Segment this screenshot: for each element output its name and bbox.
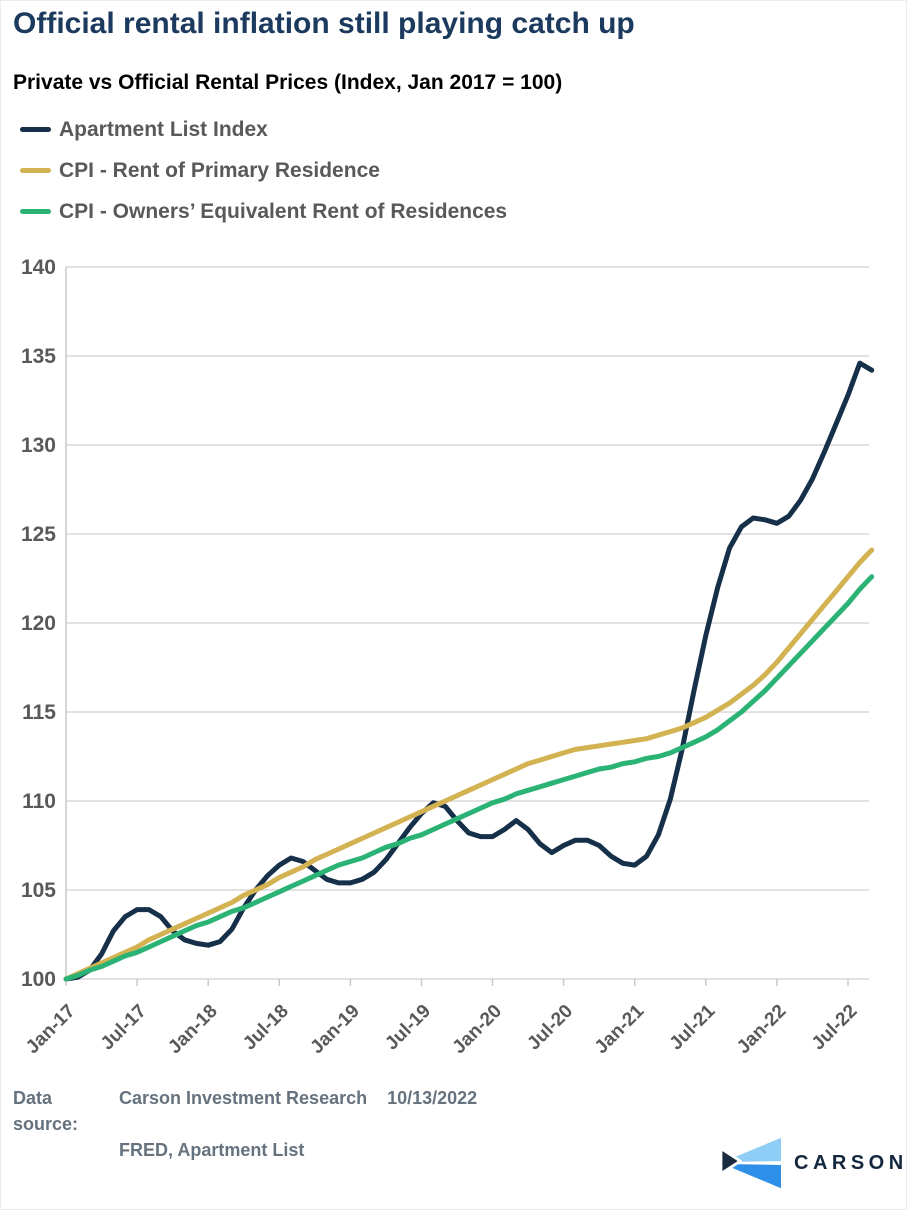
x-axis-label-Jul-18: Jul-18 xyxy=(239,1001,293,1055)
legend-label: CPI - Rent of Primary Residence xyxy=(59,158,380,182)
logo-light-triangle xyxy=(722,1137,781,1163)
chart-subtitle: Private vs Official Rental Prices (Index… xyxy=(13,71,563,94)
x-axis-label-Jan-19: Jan-19 xyxy=(307,1001,364,1058)
legend-swatch-green-line xyxy=(20,209,51,214)
data-source-label: Data source: xyxy=(13,1088,79,1134)
logo-navy-triangle xyxy=(719,1147,742,1176)
series-line-cpi-rent-primary-residence xyxy=(63,547,875,982)
legend-label: CPI - Owners’ Equivalent Rent of Residen… xyxy=(59,199,508,223)
data-source-line1: Data source: Carson Investment Research … xyxy=(13,1085,477,1137)
series-line-cpi-owners-equivalent-rent xyxy=(63,574,875,982)
data-source-text: Carson Investment Research xyxy=(119,1088,368,1108)
y-axis-label-130: 130 xyxy=(21,434,56,457)
x-axis-label-Jul-19: Jul-19 xyxy=(381,1001,435,1055)
legend-item-cpi-rent: CPI - Rent of Primary Residence xyxy=(20,150,507,191)
legend-item-apartment-list: Apartment List Index xyxy=(20,109,507,150)
legend-label: Apartment List Index xyxy=(59,117,268,141)
x-axis-label-Jan-20: Jan-20 xyxy=(449,1001,506,1058)
x-axis-label-Jul-22: Jul-22 xyxy=(808,1001,862,1055)
legend-item-cpi-oer: CPI - Owners’ Equivalent Rent of Residen… xyxy=(20,191,507,232)
y-axis-label-120: 120 xyxy=(21,612,56,635)
report-date: 10/13/2022 xyxy=(387,1088,478,1108)
legend-swatch-gold-line xyxy=(20,168,51,173)
chart-legend: Apartment List Index CPI - Rent of Prima… xyxy=(20,109,507,232)
x-axis-label-Jul-17: Jul-17 xyxy=(97,1001,151,1055)
x-axis-label-Jan-17: Jan-17 xyxy=(22,1001,79,1058)
x-axis-label-Jan-22: Jan-22 xyxy=(733,1001,790,1058)
logo-blue-triangle xyxy=(722,1163,781,1189)
page-title: Official rental inflation still playing … xyxy=(13,7,635,40)
y-axis-label-125: 125 xyxy=(21,523,56,546)
x-axis-label-Jul-20: Jul-20 xyxy=(523,1001,577,1055)
y-axis-label-110: 110 xyxy=(22,790,56,813)
carson-logo-icon xyxy=(719,1137,781,1189)
legend-swatch-navy-line xyxy=(20,127,51,132)
x-axis-label-Jan-18: Jan-18 xyxy=(164,1001,221,1058)
x-axis-label-Jul-21: Jul-21 xyxy=(666,1000,720,1054)
y-axis-label-115: 115 xyxy=(22,701,56,724)
y-axis-label-140: 140 xyxy=(21,256,56,279)
carson-logo-text: CARSON xyxy=(794,1152,907,1174)
y-axis-label-105: 105 xyxy=(21,879,56,902)
y-axis-label-135: 135 xyxy=(21,345,56,368)
series-line-apartment-list-index xyxy=(63,360,875,982)
carson-logo: CARSON xyxy=(719,1137,907,1189)
x-axis-label-Jan-21: Jan-21 xyxy=(591,1000,649,1058)
data-source-line2: FRED, Apartment List xyxy=(119,1140,305,1160)
y-axis-label-100: 100 xyxy=(21,968,56,991)
data-source-note: Data source: Carson Investment Research … xyxy=(13,1085,477,1163)
